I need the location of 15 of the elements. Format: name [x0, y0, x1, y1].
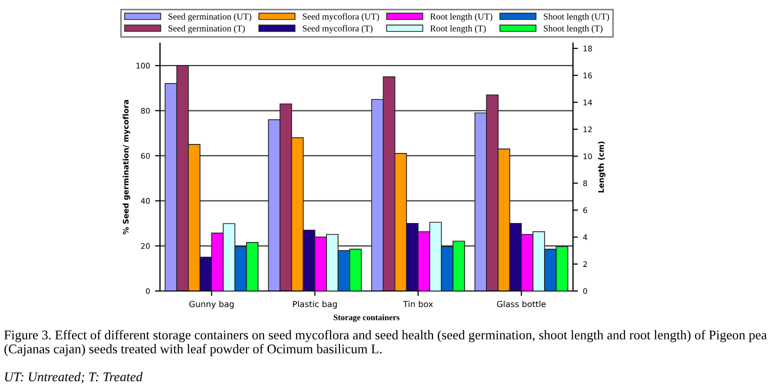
legend-label: Root length (UT) — [430, 13, 492, 22]
legend-label: Shoot length (UT) — [544, 13, 610, 22]
x-axis-title: Storage containers — [334, 314, 400, 322]
text: UT: Untreated; T: Treated — [5, 372, 143, 384]
legend-label: Seed germination (T) — [168, 25, 245, 34]
x-tick-label: Glass bottle — [497, 300, 546, 308]
caption: Figure 3. Effect of different storage containers on seed mycoflora and seed health (seed germination, shoot length and root length) of Pigeon pea (Cajanas cajan) seeds treated with leaf powder of Ocimum basilicum L. — [4, 330, 767, 356]
legend-label: Seed mycoflora (UT) — [302, 13, 380, 22]
legend-label: Root length (T) — [430, 25, 486, 34]
legend-label: Shoot length (T) — [544, 25, 602, 34]
x-tick-label: Gunny bag — [189, 300, 234, 309]
x-tick-label: Plastic bag — [293, 300, 337, 309]
legend-label: Seed mycoflora (T) — [302, 25, 373, 34]
legend-label: Seed germination (UT) — [168, 13, 252, 22]
x-tick-label: Tin box — [403, 300, 433, 308]
